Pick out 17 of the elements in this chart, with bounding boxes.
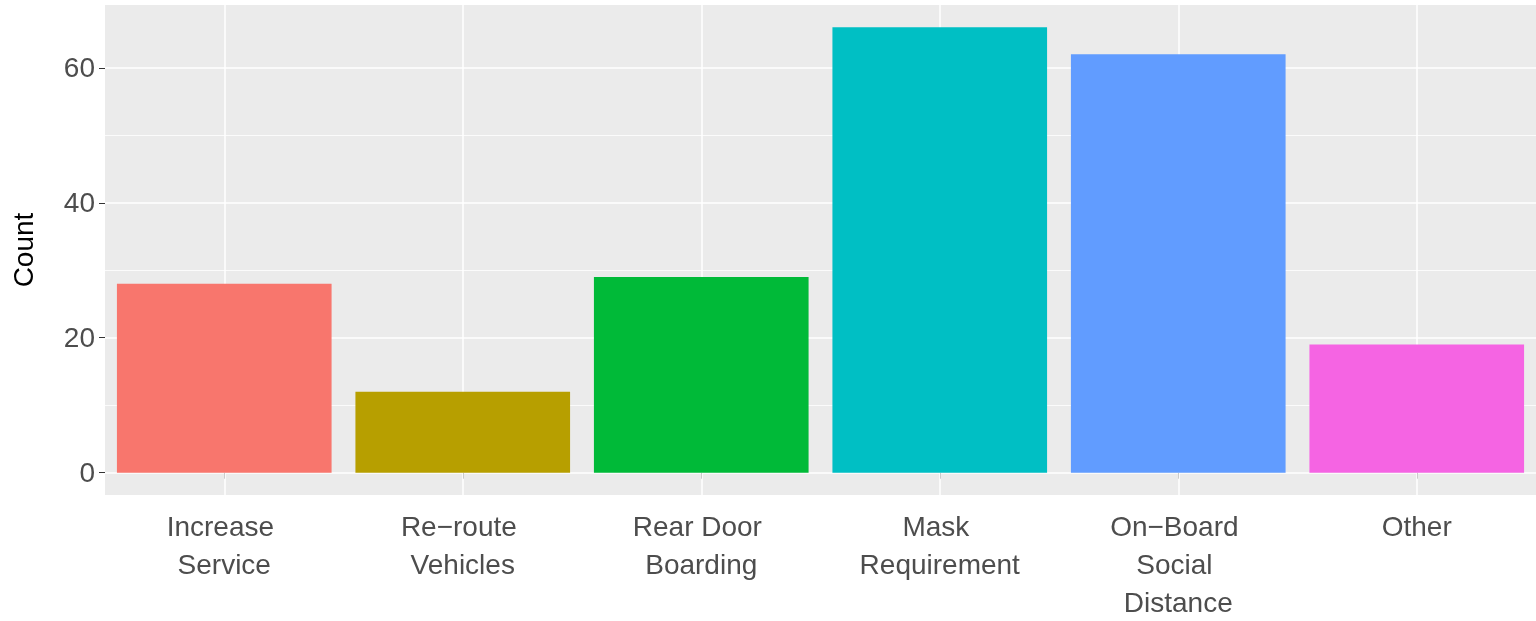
y-tick-label: 60 [63, 52, 95, 84]
y-axis-title: Count [7, 212, 39, 288]
x-tick-label: Rear Door Boarding [632, 510, 770, 580]
bar [593, 277, 809, 473]
bar [832, 27, 1048, 473]
x-tick-label: Other [1381, 510, 1452, 542]
x-tick-label: On−Board Social Distance [1110, 510, 1247, 618]
y-tick-label: 20 [63, 322, 95, 354]
bar [1309, 344, 1525, 473]
bar [1070, 54, 1286, 473]
x-tick-label: Re−route Vehicles [400, 510, 525, 580]
x-tick-label: Increase Service [166, 510, 282, 580]
y-tick-label: 40 [63, 187, 95, 219]
y-tick-label: 0 [79, 457, 95, 489]
x-tick-label: Mask Requirement [859, 510, 1021, 580]
bar [355, 391, 571, 473]
bar [116, 283, 332, 473]
